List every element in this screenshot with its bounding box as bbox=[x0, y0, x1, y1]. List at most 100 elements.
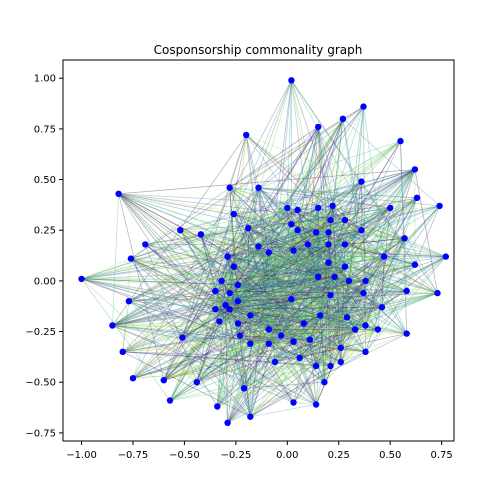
graph-edge bbox=[415, 169, 438, 293]
graph-node bbox=[241, 385, 247, 391]
graph-node bbox=[243, 132, 249, 138]
graph-node bbox=[325, 229, 331, 235]
x-tick-label: −0.50 bbox=[169, 450, 200, 461]
graph-node bbox=[379, 304, 385, 310]
graph-node bbox=[235, 298, 241, 304]
graph-node bbox=[214, 403, 220, 409]
graph-node bbox=[360, 103, 366, 109]
graph-node bbox=[434, 290, 440, 296]
graph-node bbox=[331, 274, 337, 280]
y-tick-label: −0.75 bbox=[25, 428, 56, 439]
graph-node bbox=[344, 314, 350, 320]
graph-node bbox=[342, 264, 348, 270]
graph-node bbox=[247, 341, 253, 347]
graph-node bbox=[212, 288, 218, 294]
graph-node bbox=[142, 241, 148, 247]
graph-node bbox=[120, 349, 126, 355]
graph-node bbox=[109, 322, 115, 328]
graph-node bbox=[404, 288, 410, 294]
chart-title: Cosponsorship commonality graph bbox=[154, 43, 363, 57]
y-tick-label: 0.75 bbox=[34, 124, 56, 135]
graph-node bbox=[327, 363, 333, 369]
graph-node bbox=[387, 205, 393, 211]
graph-node bbox=[266, 326, 272, 332]
graph-node bbox=[294, 207, 300, 213]
graph-node bbox=[404, 330, 410, 336]
graph-node bbox=[381, 253, 387, 259]
graph-node bbox=[315, 205, 321, 211]
graph-node bbox=[297, 355, 303, 361]
graph-node bbox=[362, 322, 368, 328]
graph-node bbox=[194, 379, 200, 385]
graph-node bbox=[231, 264, 237, 270]
graph-node bbox=[414, 195, 420, 201]
graph-node bbox=[227, 306, 233, 312]
graph-node bbox=[284, 205, 290, 211]
x-tick-label: 0.00 bbox=[276, 450, 298, 461]
graph-node bbox=[362, 278, 368, 284]
graph-node bbox=[224, 420, 230, 426]
graph-node bbox=[338, 359, 344, 365]
graph-node bbox=[167, 397, 173, 403]
graph-node bbox=[237, 332, 243, 338]
graph-node bbox=[126, 298, 132, 304]
graph-node bbox=[325, 260, 331, 266]
graph-node bbox=[329, 203, 335, 209]
x-tick-label: 0.25 bbox=[328, 450, 350, 461]
graph-node bbox=[247, 414, 253, 420]
graph-node bbox=[358, 178, 364, 184]
y-tick-label: 0.25 bbox=[34, 226, 56, 237]
graph-node bbox=[360, 290, 366, 296]
graph-node bbox=[227, 290, 233, 296]
graph-node bbox=[224, 253, 230, 259]
graph-node bbox=[288, 77, 294, 83]
y-tick-label: 1.00 bbox=[34, 74, 56, 85]
graph-node bbox=[412, 166, 418, 172]
graph-node bbox=[317, 312, 323, 318]
graph-node bbox=[412, 262, 418, 268]
graph-node bbox=[278, 332, 284, 338]
graph-node bbox=[218, 278, 224, 284]
graph-node bbox=[212, 306, 218, 312]
graph-node bbox=[313, 363, 319, 369]
graph-node bbox=[247, 312, 253, 318]
x-tick-label: −0.25 bbox=[221, 450, 252, 461]
graph-node bbox=[401, 235, 407, 241]
graph-node bbox=[177, 227, 183, 233]
graph-node bbox=[338, 345, 344, 351]
graph-node bbox=[436, 203, 442, 209]
graph-node bbox=[294, 227, 300, 233]
graph-node bbox=[161, 377, 167, 383]
graph-node bbox=[115, 191, 121, 197]
graph-node bbox=[352, 326, 358, 332]
graph-node bbox=[235, 282, 241, 288]
graph-node bbox=[307, 337, 313, 343]
graph-node bbox=[340, 116, 346, 122]
graph-node bbox=[235, 320, 241, 326]
graph-node bbox=[179, 334, 185, 340]
graph-node bbox=[375, 326, 381, 332]
graph-node bbox=[288, 221, 294, 227]
graph-node bbox=[358, 227, 364, 233]
x-tick-label: −0.75 bbox=[118, 450, 149, 461]
graph-node bbox=[128, 255, 134, 261]
graph-node bbox=[272, 359, 278, 365]
y-axis: −0.75−0.50−0.250.000.250.500.751.00 bbox=[25, 74, 63, 440]
graph-node bbox=[198, 231, 204, 237]
graph-node bbox=[231, 211, 237, 217]
graph-node bbox=[362, 349, 368, 355]
graph-node bbox=[266, 341, 272, 347]
graph-node bbox=[290, 339, 296, 345]
graph-node bbox=[216, 318, 222, 324]
x-tick-label: 0.75 bbox=[431, 450, 453, 461]
y-tick-label: 0.50 bbox=[34, 175, 56, 186]
graph-node bbox=[315, 124, 321, 130]
graph-edge bbox=[112, 194, 118, 326]
graph-node bbox=[301, 320, 307, 326]
edge-layer bbox=[82, 80, 446, 423]
graph-node bbox=[443, 253, 449, 259]
graph-node bbox=[342, 217, 348, 223]
graph-node bbox=[321, 379, 327, 385]
x-tick-label: −1.00 bbox=[66, 450, 97, 461]
